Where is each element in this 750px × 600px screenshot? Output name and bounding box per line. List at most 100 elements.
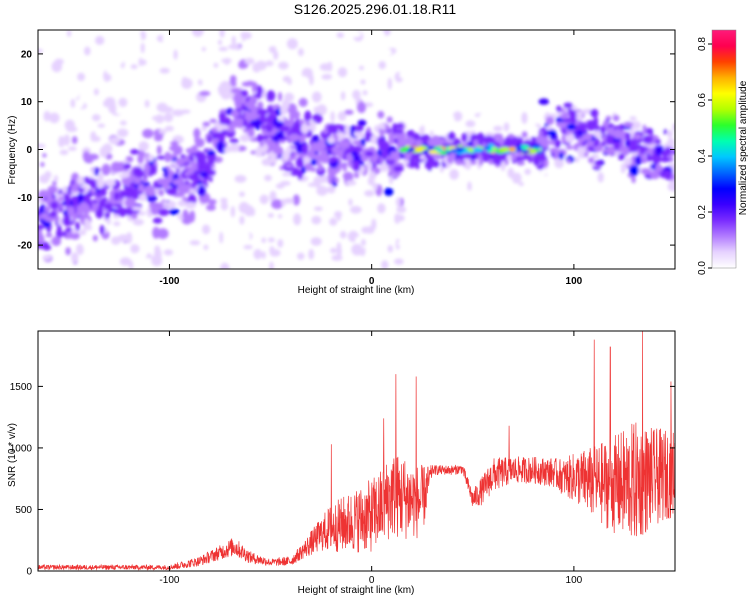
spectrogram-cell xyxy=(387,245,394,253)
spectrogram-cell xyxy=(437,230,443,242)
spectrogram-cell xyxy=(422,265,429,269)
spectrogram-cell xyxy=(587,146,594,152)
spectrogram-cell xyxy=(592,247,601,256)
spectrogram-cell xyxy=(221,58,232,63)
spectrogram-cell xyxy=(158,208,170,216)
spectrogram-cell xyxy=(518,181,524,187)
spectrogram-cell xyxy=(618,62,624,68)
spectrogram-cell xyxy=(273,227,278,239)
spectrogram-cell xyxy=(189,240,201,246)
spectrogram-cell xyxy=(218,46,228,52)
spectrogram-cell xyxy=(521,112,528,124)
spectrogram-cell xyxy=(567,108,573,114)
spectrogram-cell xyxy=(68,146,77,151)
spectrogram-cell xyxy=(415,112,422,119)
spectrogram-cell xyxy=(94,179,106,188)
spectrogram-cell xyxy=(503,199,513,204)
spectrogram-cell xyxy=(191,145,198,151)
spectrogram-cell xyxy=(654,73,666,86)
spectrogram-cell xyxy=(187,243,193,255)
spectrogram-cell xyxy=(57,223,62,233)
spectrogram-cell xyxy=(162,201,168,207)
spectrogram-cell xyxy=(142,128,154,139)
spectrogram-cell xyxy=(292,167,299,173)
spectrogram-cell xyxy=(442,115,448,125)
spectrogram-cell xyxy=(379,140,385,148)
spectrogram-cell xyxy=(540,168,546,176)
spectrogram-cell xyxy=(38,110,43,118)
spectrogram-cell xyxy=(71,195,78,203)
spectrogram-cell xyxy=(268,40,275,47)
spectrogram-cell xyxy=(648,218,656,225)
spectrogram-cell xyxy=(267,213,274,218)
spectrogram-cell xyxy=(530,119,536,127)
spectrogram-cell xyxy=(189,210,196,223)
spectrogram-cell xyxy=(207,150,216,156)
spectrogram-cell xyxy=(356,101,367,114)
spectrogram-cell xyxy=(250,119,260,128)
spectrogram-cell xyxy=(288,117,294,127)
spectrogram-y-tick-label: 10 xyxy=(21,97,33,108)
spectrogram-cell xyxy=(342,163,347,172)
spectrogram-cell xyxy=(57,219,63,226)
spectrogram-cell xyxy=(449,169,459,180)
spectrogram-cell xyxy=(419,124,425,136)
spectrogram-cell xyxy=(98,203,104,213)
spectrogram-cell xyxy=(381,260,389,269)
spectrogram-cell xyxy=(180,154,186,159)
colorbar-tick-label: 0.2 xyxy=(697,205,708,219)
spectrogram-cell xyxy=(79,229,87,236)
spectrogram-cell xyxy=(556,105,562,112)
spectrogram-cell xyxy=(512,73,521,82)
spectrogram-cell xyxy=(140,151,146,157)
spectrogram-cell xyxy=(420,154,425,160)
spectrogram-cell xyxy=(158,129,167,135)
spectrogram-cell xyxy=(451,194,461,206)
spectrogram-cell xyxy=(265,124,273,133)
spectrogram-cell xyxy=(646,154,653,162)
spectrogram-cell xyxy=(233,93,244,104)
spectrogram-cell xyxy=(390,159,395,164)
spectrogram-cell xyxy=(591,214,600,224)
spectrogram-cell xyxy=(581,101,590,106)
spectrogram-cell xyxy=(130,244,139,254)
spectrogram-cell xyxy=(249,178,259,186)
spectrogram-cell xyxy=(175,158,185,166)
spectrogram-cell xyxy=(370,54,376,60)
spectrogram-cell xyxy=(243,244,253,250)
spectrogram-peak-cell xyxy=(428,150,439,154)
spectrogram-cell xyxy=(218,124,229,130)
spectrogram-cell xyxy=(62,215,72,227)
spectrogram-cell xyxy=(382,48,392,56)
spectrogram-cell xyxy=(172,179,183,185)
spectrogram-cell xyxy=(217,39,223,45)
spectrogram-cell xyxy=(293,151,298,157)
spectrogram-cell xyxy=(465,77,472,83)
spectrogram-cell xyxy=(664,52,674,62)
spectrogram-cell xyxy=(640,77,646,85)
spectrogram-cell xyxy=(539,257,550,268)
spectrogram-cell xyxy=(364,190,375,197)
spectrogram-cell xyxy=(301,76,308,83)
spectrogram-cell xyxy=(318,175,329,184)
snr-x-tick-label: 100 xyxy=(566,575,583,586)
spectrogram-cell xyxy=(624,157,632,166)
spectrogram-cell xyxy=(564,83,577,92)
spectrogram-cell xyxy=(387,77,392,90)
spectrogram-peak-cell xyxy=(508,146,516,152)
spectrogram-cell xyxy=(154,248,162,260)
spectrogram-cell xyxy=(310,158,317,166)
spectrogram-cell xyxy=(612,69,620,76)
spectrogram-cell xyxy=(594,160,602,167)
spectrogram-cell xyxy=(284,197,295,204)
spectrogram-cell xyxy=(256,90,262,99)
spectrogram-cell xyxy=(166,200,177,209)
spectrogram-cell xyxy=(331,254,343,261)
spectrogram-cell xyxy=(235,100,242,109)
spectrogram-cell xyxy=(131,32,142,43)
spectrogram-cell xyxy=(485,48,495,56)
spectrogram-cell xyxy=(190,156,195,163)
spectrogram-cell xyxy=(106,67,118,75)
spectrogram-cell xyxy=(396,205,407,214)
spectrogram-cell xyxy=(433,127,438,133)
